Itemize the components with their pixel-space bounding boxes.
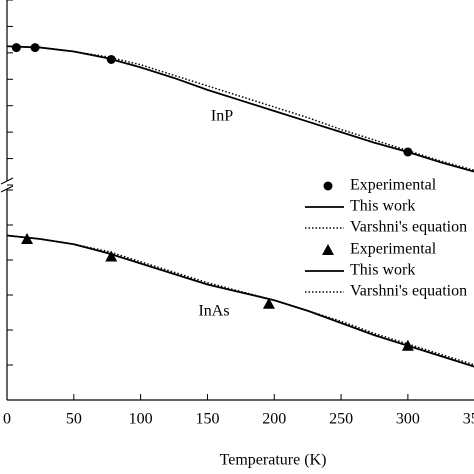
x-tick-label: 50 [66, 411, 82, 428]
data-point [11, 43, 21, 53]
legend-label: Experimental [350, 177, 437, 194]
data-line [6, 45, 474, 172]
legend-label: This work [350, 198, 415, 215]
data-point [105, 250, 118, 262]
x-axis-label: Temperature (K) [220, 452, 327, 469]
x-tick-label: 250 [329, 411, 353, 428]
legend-label: Varshni's equation [350, 283, 467, 300]
legend-marker [322, 244, 334, 255]
legend-label: Experimental [350, 241, 437, 258]
legend-label: This work [350, 262, 415, 279]
x-tick-label: 100 [129, 411, 153, 428]
data-point [262, 297, 275, 309]
legend-marker [323, 181, 333, 191]
x-tick-label: 150 [195, 411, 219, 428]
data-line [6, 234, 474, 368]
axis-break [0, 185, 14, 193]
annotation: InP [211, 108, 233, 125]
legend-label: Varshni's equation [350, 219, 467, 236]
axis-break [0, 177, 14, 185]
x-tick-label: 350 [463, 411, 474, 428]
annotation: InAs [198, 303, 229, 320]
x-tick-label: 300 [396, 411, 420, 428]
x-tick-label: 0 [3, 411, 11, 428]
x-tick-label: 200 [262, 411, 286, 428]
